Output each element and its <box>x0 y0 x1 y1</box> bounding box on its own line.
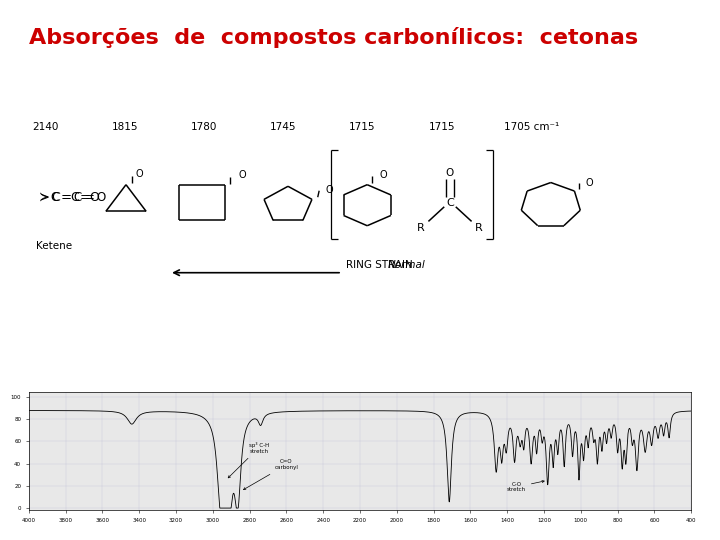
Text: O: O <box>585 178 593 188</box>
Text: sp³ C-H
stretch: sp³ C-H stretch <box>228 442 269 478</box>
Text: $\succ$C=C=O: $\succ$C=C=O <box>36 191 101 204</box>
Text: O: O <box>238 171 246 180</box>
Text: C=O
carbonyl: C=O carbonyl <box>243 460 298 490</box>
Text: $\mathsf{{\!\!>C{=}C{=}O}}$: $\mathsf{{\!\!>C{=}C{=}O}}$ <box>40 191 107 204</box>
Text: 1780: 1780 <box>191 122 217 132</box>
Text: 2140: 2140 <box>32 122 59 132</box>
Text: Normal: Normal <box>388 260 426 269</box>
Text: O: O <box>325 185 333 194</box>
Text: 1705 cm⁻¹: 1705 cm⁻¹ <box>504 122 559 132</box>
Text: 1815: 1815 <box>112 122 138 132</box>
Text: O: O <box>446 168 454 178</box>
Text: C: C <box>446 198 454 207</box>
Text: R: R <box>418 224 425 233</box>
Text: 1715: 1715 <box>349 122 376 132</box>
Text: 1715: 1715 <box>428 122 455 132</box>
Text: RING STRAIN: RING STRAIN <box>346 260 413 270</box>
Text: Absorções  de  compostos carbonílicos:  cetonas: Absorções de compostos carbonílicos: cet… <box>29 27 638 48</box>
Text: Ketene: Ketene <box>36 241 72 251</box>
Text: 1745: 1745 <box>270 122 297 132</box>
Text: R: R <box>475 224 482 233</box>
Text: O: O <box>379 170 387 180</box>
Text: O: O <box>135 169 143 179</box>
Text: C-O
stretch: C-O stretch <box>507 481 544 492</box>
